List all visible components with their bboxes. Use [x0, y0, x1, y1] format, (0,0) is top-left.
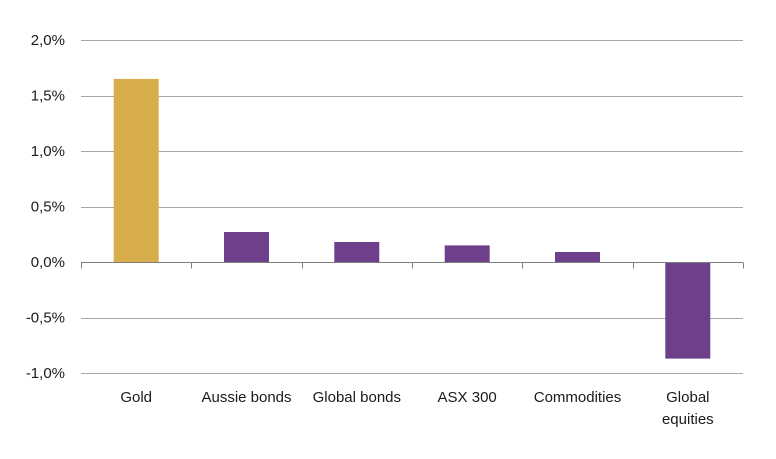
x-category-label: ASX 300	[438, 389, 497, 406]
y-tick-label: -0,5%	[26, 310, 65, 327]
x-axis	[81, 262, 744, 269]
bar	[113, 78, 159, 263]
x-category-label: Commodities	[534, 389, 622, 406]
x-category-label: Global bonds	[313, 389, 401, 406]
bar	[334, 242, 380, 262]
x-axis-category-labels: Gold Aussie bonds Global bonds ASX 300 Commo…	[120, 389, 713, 428]
x-category-label: Aussie bonds	[201, 389, 291, 406]
y-tick-label: 0,0%	[31, 254, 65, 271]
y-tick-label: -1,0%	[26, 365, 65, 382]
y-tick-label: 1,0%	[31, 143, 65, 160]
y-tick-label: 1,5%	[31, 88, 65, 105]
x-category-label: Gold	[120, 389, 152, 406]
x-category-label: Global equities	[662, 389, 714, 428]
y-tick-label: 0,5%	[31, 199, 65, 216]
gridlines	[81, 40, 743, 374]
bar	[444, 245, 490, 262]
bar	[224, 232, 269, 262]
y-tick-label: 2,0%	[31, 32, 65, 49]
bar	[555, 252, 600, 262]
bars	[113, 78, 711, 359]
bar	[665, 262, 711, 359]
y-axis-tick-labels: 2,0% 1,5% 1,0% 0,5% 0,0% -0,5% -1,0%	[26, 32, 65, 382]
